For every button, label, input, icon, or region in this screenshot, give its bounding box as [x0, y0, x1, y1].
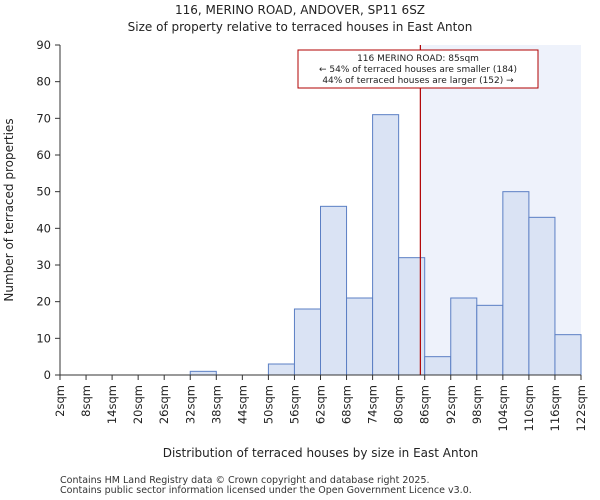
x-tick-label: 2sqm — [53, 385, 67, 417]
x-tick-label: 38sqm — [209, 385, 223, 424]
y-tick-label: 50 — [36, 185, 51, 199]
histogram-bar — [476, 304, 504, 376]
x-tick-label: 14sqm — [105, 385, 119, 424]
annotation-line: 44% of terraced houses are larger (152) … — [322, 76, 514, 86]
y-tick-label: 40 — [36, 221, 51, 235]
x-tick-label: 62sqm — [314, 385, 328, 424]
y-tick-label: 20 — [36, 295, 51, 309]
footer-copyright: Contains HM Land Registry data © Crown c… — [60, 475, 430, 486]
x-tick-label: 68sqm — [340, 385, 354, 424]
histogram-bar — [320, 205, 348, 376]
x-tick-label: 32sqm — [183, 385, 197, 424]
annotation-line: 116 MERINO ROAD: 85sqm — [357, 54, 479, 64]
x-tick-label: 116sqm — [548, 385, 562, 431]
x-tick-label: 74sqm — [366, 385, 380, 424]
y-axis-label: Number of terraced properties — [2, 118, 16, 301]
histogram-bar — [189, 370, 217, 376]
x-tick-label: 50sqm — [261, 385, 275, 424]
y-tick-label: 30 — [36, 258, 51, 272]
x-tick-label: 56sqm — [287, 385, 301, 424]
histogram-bar — [372, 114, 400, 376]
x-tick-label: 110sqm — [522, 385, 536, 431]
chart-title: 116, MERINO ROAD, ANDOVER, SP11 6SZ — [174, 3, 426, 17]
x-tick-label: 92sqm — [444, 385, 458, 424]
y-tick-label: 80 — [36, 75, 51, 89]
annotation-box — [297, 49, 539, 89]
histogram-bar — [424, 356, 452, 376]
histogram-bar — [554, 334, 582, 376]
x-tick-label: 26sqm — [157, 385, 171, 424]
histogram-bar — [450, 297, 478, 376]
x-tick-label: 86sqm — [418, 385, 432, 424]
histogram-chart: 116 MERINO ROAD: 85sqm← 54% of terraced … — [2, 38, 588, 460]
histogram-bar — [502, 191, 530, 376]
histogram-bar — [528, 216, 556, 376]
annotation-line: ← 54% of terraced houses are smaller (18… — [319, 65, 517, 75]
x-tick-label: 80sqm — [392, 385, 406, 424]
y-tick-label: 60 — [36, 148, 51, 162]
x-tick-label: 44sqm — [235, 385, 249, 424]
histogram-bar — [267, 363, 295, 376]
x-tick-label: 8sqm — [79, 385, 93, 417]
y-tick-label: 0 — [44, 368, 51, 382]
y-tick-label: 70 — [36, 111, 51, 125]
x-tick-label: 20sqm — [131, 385, 145, 424]
histogram-bar — [346, 297, 374, 376]
histogram-bar — [293, 308, 322, 376]
y-tick-label: 10 — [36, 331, 51, 345]
x-tick-label: 122sqm — [574, 385, 588, 431]
x-tick-label: 104sqm — [496, 385, 510, 431]
chart-subtitle: Size of property relative to terraced ho… — [127, 20, 473, 34]
x-tick-label: 98sqm — [470, 385, 484, 424]
y-tick-label: 90 — [36, 38, 51, 52]
footer-licence: Contains public sector information licen… — [60, 485, 472, 496]
x-axis-label: Distribution of terraced houses by size … — [163, 446, 479, 460]
